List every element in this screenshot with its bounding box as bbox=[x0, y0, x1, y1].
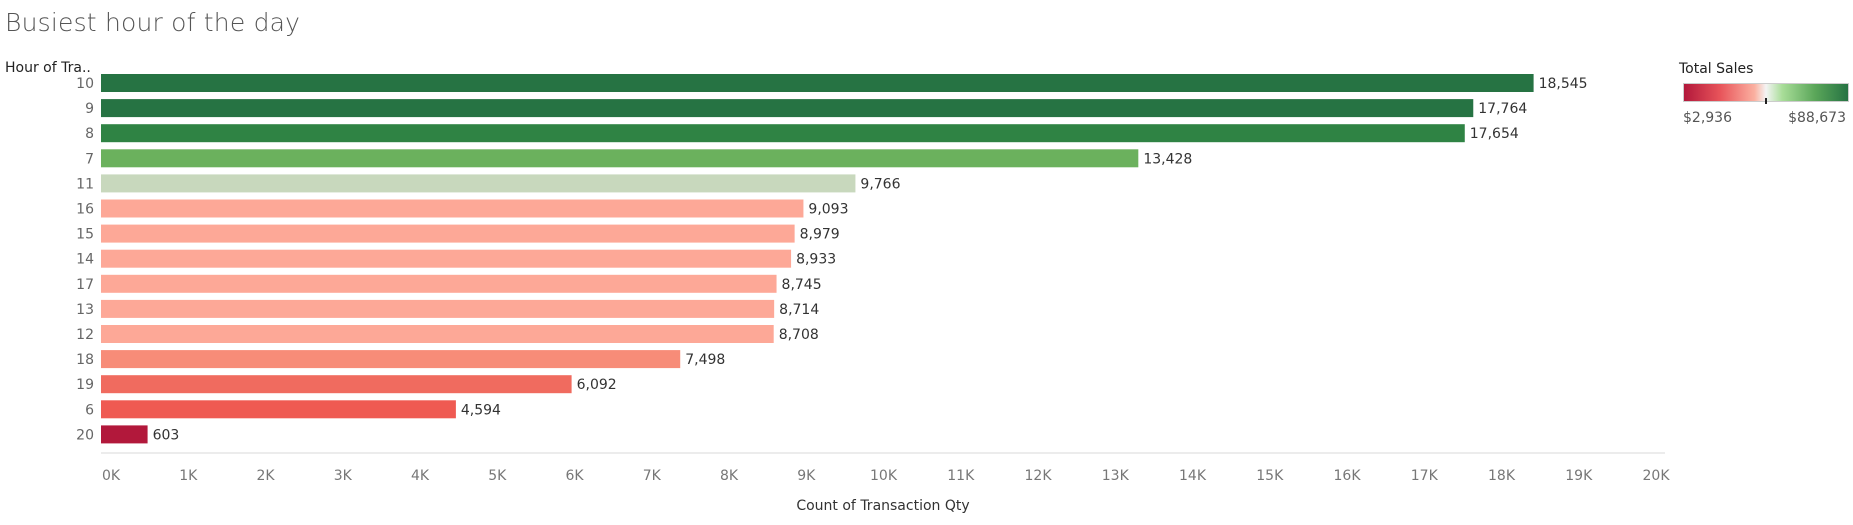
bar-value-label: 9,093 bbox=[808, 202, 848, 218]
bar-value-label: 603 bbox=[153, 427, 180, 443]
x-tick-label: 20K bbox=[1643, 468, 1671, 484]
category-label: 16 bbox=[76, 202, 94, 218]
bar[interactable] bbox=[101, 299, 775, 318]
bar[interactable] bbox=[101, 274, 777, 293]
x-tick-label: 0K bbox=[102, 468, 121, 484]
bar[interactable] bbox=[101, 249, 792, 268]
bar-value-label: 8,708 bbox=[779, 327, 819, 343]
category-label: 10 bbox=[76, 76, 94, 92]
x-tick-label: 14K bbox=[1179, 468, 1207, 484]
bar[interactable] bbox=[101, 325, 774, 343]
bar-row: 6 4,594 bbox=[85, 400, 501, 419]
bar-row: 8 17,654 bbox=[85, 124, 1519, 143]
x-tick-label: 2K bbox=[256, 468, 275, 484]
x-tick-label: 15K bbox=[1256, 468, 1284, 484]
bar[interactable] bbox=[101, 425, 148, 444]
bar-row: 19 6,092 bbox=[76, 375, 617, 394]
x-tick-label: 7K bbox=[643, 468, 662, 484]
bar[interactable] bbox=[101, 199, 804, 218]
x-tick-label: 13K bbox=[1102, 468, 1130, 484]
bar-row: 10 18,545 bbox=[76, 74, 1588, 92]
bar-value-label: 8,979 bbox=[800, 227, 840, 243]
bar-value-label: 13,428 bbox=[1143, 151, 1192, 167]
category-label: 6 bbox=[85, 402, 94, 418]
x-tick-label: 5K bbox=[488, 468, 507, 484]
bar[interactable] bbox=[101, 99, 1474, 118]
category-label: 13 bbox=[76, 302, 94, 318]
bar-row: 16 9,093 bbox=[76, 199, 849, 218]
bar[interactable] bbox=[101, 149, 1139, 168]
legend-title: Total Sales bbox=[1679, 61, 1754, 77]
bar[interactable] bbox=[101, 400, 456, 419]
bar[interactable] bbox=[101, 375, 572, 394]
bar-value-label: 8,933 bbox=[796, 252, 836, 268]
category-label: 15 bbox=[76, 227, 94, 243]
bar-value-label: 8,745 bbox=[782, 277, 822, 293]
legend-max-label: $88,673 bbox=[1788, 110, 1846, 126]
bar[interactable] bbox=[101, 224, 795, 243]
bar-value-label: 4,594 bbox=[461, 402, 501, 418]
x-tick-label: 3K bbox=[334, 468, 353, 484]
x-tick-label: 11K bbox=[947, 468, 975, 484]
category-label: 19 bbox=[76, 377, 94, 393]
category-label: 17 bbox=[76, 277, 94, 293]
x-tick-label: 17K bbox=[1411, 468, 1439, 484]
category-label: 18 bbox=[76, 352, 94, 368]
bar-row: 18 7,498 bbox=[76, 350, 725, 369]
category-label: 7 bbox=[85, 151, 94, 167]
category-label: 11 bbox=[76, 176, 94, 192]
bar-value-label: 7,498 bbox=[685, 352, 725, 368]
bar-value-label: 8,714 bbox=[779, 302, 819, 318]
bar-row: 20 603 bbox=[76, 425, 180, 444]
x-tick-label: 4K bbox=[411, 468, 430, 484]
x-tick-label: 8K bbox=[720, 468, 739, 484]
x-tick-label: 10K bbox=[870, 468, 898, 484]
bar-row: 9 17,764 bbox=[85, 99, 1527, 118]
bar-value-label: 6,092 bbox=[577, 377, 617, 393]
bar[interactable] bbox=[101, 124, 1465, 143]
x-tick-label: 16K bbox=[1334, 468, 1362, 484]
bar-value-label: 18,545 bbox=[1539, 76, 1588, 92]
x-tick-label: 1K bbox=[179, 468, 198, 484]
category-label: 14 bbox=[76, 252, 94, 268]
category-label: 9 bbox=[85, 101, 94, 117]
row-axis-header[interactable]: Hour of Tra.. bbox=[5, 60, 91, 76]
bar[interactable] bbox=[101, 174, 856, 193]
bar-value-label: 17,764 bbox=[1478, 101, 1527, 117]
legend-min-label: $2,936 bbox=[1683, 110, 1732, 126]
bar-row: 11 9,766 bbox=[76, 174, 901, 193]
legend-marker bbox=[1765, 98, 1767, 104]
x-tick-label: 9K bbox=[797, 468, 816, 484]
category-label: 12 bbox=[76, 327, 94, 343]
category-label: 8 bbox=[85, 126, 94, 142]
bar-row: 12 8,708 bbox=[76, 325, 819, 343]
bar-row: 15 8,979 bbox=[76, 224, 840, 243]
x-tick-label: 6K bbox=[565, 468, 584, 484]
bar-row: 7 13,428 bbox=[85, 149, 1192, 168]
x-tick-label: 12K bbox=[1025, 468, 1053, 484]
bar-value-label: 9,766 bbox=[860, 176, 900, 192]
x-axis-title: Count of Transaction Qty bbox=[796, 498, 969, 514]
chart-title: Busiest hour of the day bbox=[5, 8, 301, 37]
bar-value-label: 17,654 bbox=[1470, 126, 1519, 142]
bar-row: 14 8,933 bbox=[76, 249, 836, 268]
x-tick-label: 19K bbox=[1565, 468, 1593, 484]
bar-row: 13 8,714 bbox=[76, 299, 819, 318]
category-label: 20 bbox=[76, 427, 94, 443]
bar-row: 17 8,745 bbox=[76, 274, 822, 293]
bar[interactable] bbox=[101, 74, 1534, 92]
x-tick-label: 18K bbox=[1488, 468, 1516, 484]
bar[interactable] bbox=[101, 350, 681, 369]
